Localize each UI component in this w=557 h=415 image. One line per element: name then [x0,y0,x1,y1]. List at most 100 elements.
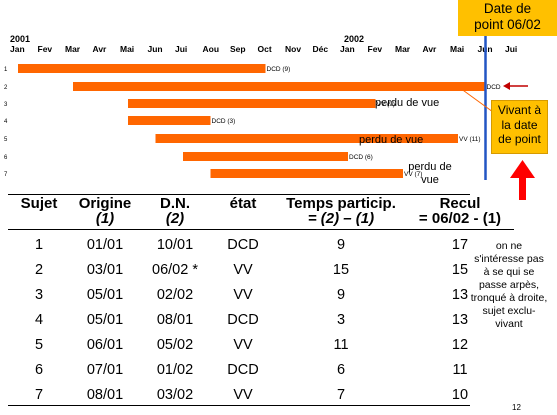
cell-temps: 3 [336,311,346,328]
bar-end-label: DCD (6) [349,154,373,161]
date-point-line2: point 06/02 [474,17,541,32]
cell-origine: 08/01 [86,386,124,403]
row-number: 1 [4,67,8,73]
note-line: sujet exclu- [482,305,536,317]
cell-temps: 7 [336,386,346,403]
vivant-callout: Vivant à la date de point [491,100,548,154]
subjects-table: Sujet Origine (1) D.N. (2) état Temps part… [8,196,514,407]
cell-temps: 9 [336,236,346,253]
cell-origine: 05/01 [86,286,124,303]
table-top-rule [8,194,470,195]
cell-dn: 01/02 [156,361,194,378]
month-label: Avr [423,44,438,54]
cell-etat: DCD [227,311,259,328]
cell-recul: 11 [452,361,468,378]
subject-bar [128,99,376,108]
month-label: Fev [38,44,53,54]
header-sujet: Sujet [20,195,58,212]
row-number: 3 [4,102,8,108]
row-number: 4 [4,119,8,125]
bar-end-label: DCD (9) [267,66,291,73]
big-red-arrow-shaft [519,176,526,200]
bar-end-label: VV (9) [377,101,395,108]
cell-dn: 02/02 [156,286,194,303]
subject-bar [128,116,211,125]
month-label: Avr [93,44,108,54]
month-label: Mai [450,44,464,54]
month-label: Nov [285,44,301,54]
page-number: 12 [512,403,521,412]
note-line: vivant [495,318,523,330]
cell-temps: 9 [336,286,346,303]
note-line: tronqué à droite, [470,292,548,304]
note-line: passe arpès, [478,279,540,291]
cell-etat: VV [233,336,253,353]
bar-end-label: DCD (3) [212,118,236,125]
cell-dn: 08/01 [156,311,194,328]
cell-origine: 01/01 [86,236,124,253]
note-line: on ne [495,240,523,252]
header-recul: Recul = 06/02 - (1) [418,195,502,227]
table-header-row: Sujet Origine (1) D.N. (2) état Temps part… [8,196,514,226]
row-number: 5 [4,137,8,143]
cell-dn: 10/01 [156,236,194,253]
year-label: 2002 [344,34,364,44]
cell-origine: 03/01 [86,261,124,278]
red-pointer-arrowhead [503,82,510,90]
month-label: Fev [368,44,383,54]
cell-recul: 15 [451,261,469,278]
subject-bar [210,169,403,178]
cell-etat: DCD [227,236,259,253]
cell-origine: 05/01 [86,311,124,328]
cell-sujet: 2 [34,261,44,278]
cell-origine: 06/01 [86,336,124,353]
lost-label-subject7-line2: vue [421,174,439,186]
lost-label-subject3: perdu de vue [375,97,440,109]
cell-recul: 13 [451,286,469,303]
date-point-line1: Date de [483,1,532,16]
month-label: Mai [120,44,134,54]
vivant-line2: la date [501,117,538,132]
month-label: Jan [10,44,25,54]
lost-label-subject7-line1: perdu de [408,161,452,173]
vivant-line3: de point [498,132,541,146]
cell-sujet: 7 [34,386,44,403]
header-rule [8,228,514,230]
bar-end-label: VV (11) [459,136,481,143]
table-row: 5 06/01 05/02 VV 11 12 [8,332,514,357]
cell-etat: VV [233,286,253,303]
subject-bar [73,82,486,91]
cell-etat: VV [233,261,253,278]
table-bottom-rule [8,405,470,406]
note-line: s'intéresse pas [474,253,544,265]
month-label: Mar [65,44,81,54]
cell-recul: 17 [451,236,469,253]
table-row: 6 07/01 01/02 DCD 6 11 [8,357,514,382]
month-label: Aou [203,44,220,54]
lost-label-subject5: perdu de vue [359,134,424,146]
month-label: Jui [175,44,187,54]
header-etat: état [229,195,257,212]
bar-end-label: DCD [487,84,501,91]
cell-dn: 05/02 [156,336,194,353]
header-origine: Origine (1) [78,195,132,227]
date-point-callout: Date de point 06/02 [458,0,557,36]
table-row: 4 05/01 08/01 DCD 3 13 [8,307,514,332]
cell-sujet: 4 [34,311,44,328]
cell-temps: 15 [332,261,350,278]
big-red-arrowhead [510,160,535,178]
cell-sujet: 6 [34,361,44,378]
month-label: Sep [230,44,246,54]
table-row: 3 05/01 02/02 VV 9 13 [8,282,514,307]
year-label: 2001 [10,34,30,44]
cell-temps: 6 [336,361,346,378]
month-label: Oct [258,44,272,54]
bar-end-label: VV (7) [404,171,422,178]
cell-temps: 11 [333,336,349,353]
cell-sujet: 3 [34,286,44,303]
row-number: 7 [4,172,8,178]
vivant-line1: Vivant à [497,103,542,117]
table-row: 7 08/01 03/02 VV 7 10 [8,382,514,407]
row-number: 2 [4,85,8,91]
